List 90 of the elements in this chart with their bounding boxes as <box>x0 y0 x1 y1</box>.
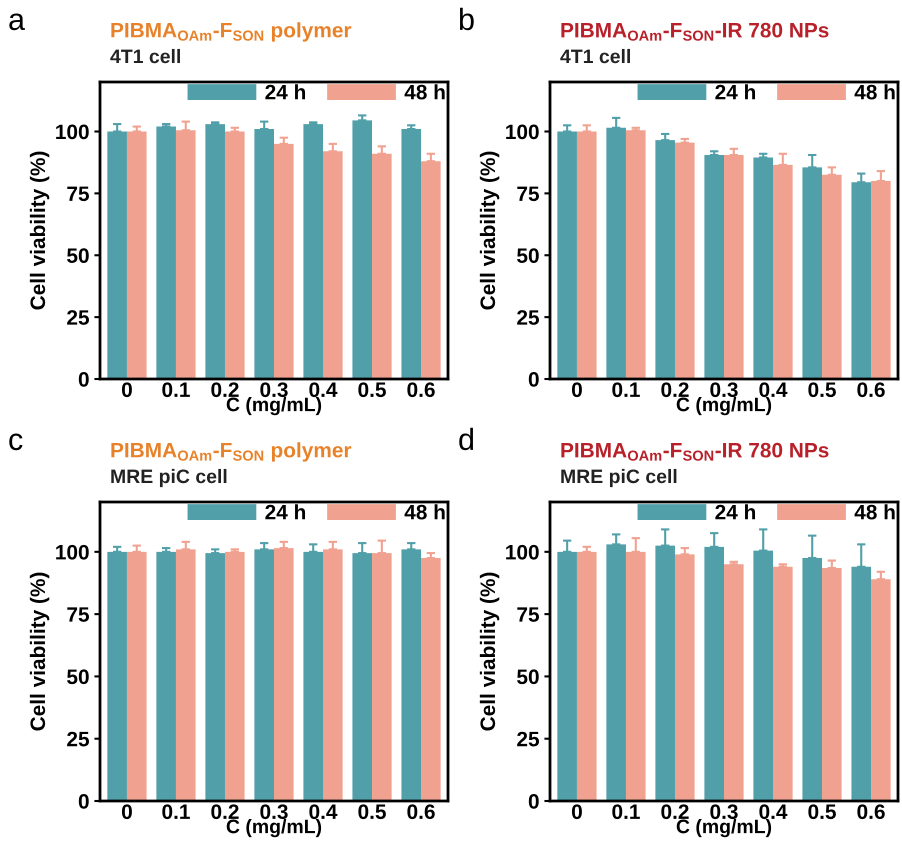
y-tick-label: 50 <box>517 669 539 684</box>
x-tick-label: 0.4 <box>759 382 788 398</box>
y-tick-label: 100 <box>506 544 539 560</box>
y-tick-label: 75 <box>517 607 540 622</box>
y-tick-label: 50 <box>517 248 539 264</box>
y-axis-title: Cell viability (%) <box>30 572 50 731</box>
x-tick-label: 0.5 <box>358 804 386 820</box>
bar <box>576 552 597 801</box>
x-tick-label: 0.5 <box>358 382 386 398</box>
bar <box>773 566 793 801</box>
y-tick-label: 50 <box>67 248 89 264</box>
x-tick-label: 0.3 <box>710 804 738 820</box>
x-tick-label: 0.6 <box>407 382 435 398</box>
x-tick-label: 0.2 <box>661 382 689 398</box>
y-tick-label: 75 <box>67 186 90 202</box>
x-tick-label: 0.4 <box>759 804 788 820</box>
chart-title: PIBMA$_{OAm}$-F$_{SON}$-IR 780 NPs <box>561 22 828 41</box>
x-tick-label: 0.6 <box>407 804 435 820</box>
chart-subtitle: MRE piC cell <box>561 468 676 488</box>
x-axis-title: C (mg/mL) <box>676 397 772 416</box>
bar <box>674 142 695 379</box>
legend-label: 24 h <box>715 504 756 520</box>
bar <box>724 564 744 801</box>
x-tick-label: 0.3 <box>260 382 288 398</box>
legend-label: 48 h <box>854 504 895 520</box>
x-tick-label: 0 <box>572 804 582 820</box>
y-tick-label: 0 <box>78 794 89 809</box>
x-tick-label: 0 <box>122 804 132 820</box>
bar <box>156 126 176 379</box>
legend-label: 24 h <box>265 504 306 520</box>
x-tick-label: 0 <box>122 382 132 398</box>
y-tick-label: 25 <box>67 310 90 325</box>
text: b <box>460 8 474 30</box>
bar <box>401 129 422 379</box>
y-axis-title: Cell viability (%) <box>30 152 50 310</box>
bar <box>352 120 372 379</box>
x-tick-label: 0.1 <box>612 382 640 398</box>
bar <box>753 157 774 379</box>
y-tick-label: 25 <box>517 310 540 325</box>
chart-title: PIBMA$_{OAm}$-F$_{SON}$ polymer <box>111 442 352 462</box>
legend-label: 48 h <box>404 84 445 100</box>
x-axis-title: C (mg/mL) <box>676 819 772 838</box>
bar <box>303 124 324 379</box>
chart-subtitle: 4T1 cell <box>110 48 180 64</box>
text: c <box>9 433 22 450</box>
x-axis-title: C (mg/mL) <box>226 397 322 416</box>
chart-title: PIBMA$_{OAm}$-F$_{SON}$ polymer <box>111 22 352 42</box>
x-tick-label: 0.1 <box>162 804 190 820</box>
x-tick-label: 0.4 <box>309 382 338 398</box>
chart-subtitle: 4T1 cell <box>560 48 630 64</box>
x-tick-label: 0.6 <box>857 382 885 398</box>
legend-label: 48 h <box>404 504 445 520</box>
x-tick-label: 0.5 <box>808 804 836 820</box>
legend-label: 24 h <box>715 84 756 100</box>
legend-label: 48 h <box>854 84 895 100</box>
x-tick-label: 0.3 <box>710 382 738 398</box>
bar <box>224 132 245 379</box>
bar <box>126 132 147 379</box>
y-tick-label: 100 <box>56 124 89 140</box>
x-tick-label: 0.1 <box>162 382 190 398</box>
x-tick-label: 0.3 <box>260 804 288 820</box>
y-tick-label: 100 <box>506 124 539 140</box>
bar <box>626 130 646 379</box>
y-tick-label: 50 <box>67 669 89 684</box>
y-tick-label: 75 <box>517 186 540 202</box>
chart-subtitle: MRE piC cell <box>111 468 226 488</box>
y-tick-label: 25 <box>67 732 90 746</box>
legend-label: 24 h <box>265 84 306 100</box>
y-tick-label: 0 <box>78 372 89 387</box>
y-tick-label: 75 <box>67 607 90 622</box>
x-tick-label: 0.2 <box>211 804 239 820</box>
x-axis-title: C (mg/mL) <box>226 819 322 838</box>
bar <box>205 124 225 379</box>
y-tick-label: 0 <box>528 372 539 387</box>
chart-title: PIBMA$_{OAm}$-F$_{SON}$-IR 780 NPs <box>561 442 828 461</box>
y-axis-title: Cell viability (%) <box>480 572 500 731</box>
y-axis-title: Cell viability (%) <box>480 152 500 310</box>
x-tick-label: 0.6 <box>857 804 885 820</box>
y-tick-label: 25 <box>517 732 540 746</box>
x-tick-label: 0 <box>572 382 582 398</box>
x-tick-label: 0.4 <box>309 804 338 820</box>
y-tick-label: 0 <box>528 794 539 809</box>
x-tick-label: 0.2 <box>661 804 689 820</box>
x-tick-label: 0.2 <box>211 382 239 398</box>
text: d <box>459 428 474 450</box>
y-tick-label: 100 <box>56 544 89 560</box>
text: a <box>9 13 25 30</box>
x-tick-label: 0.1 <box>612 804 640 820</box>
x-tick-label: 0.5 <box>808 382 836 398</box>
bar <box>704 155 724 379</box>
